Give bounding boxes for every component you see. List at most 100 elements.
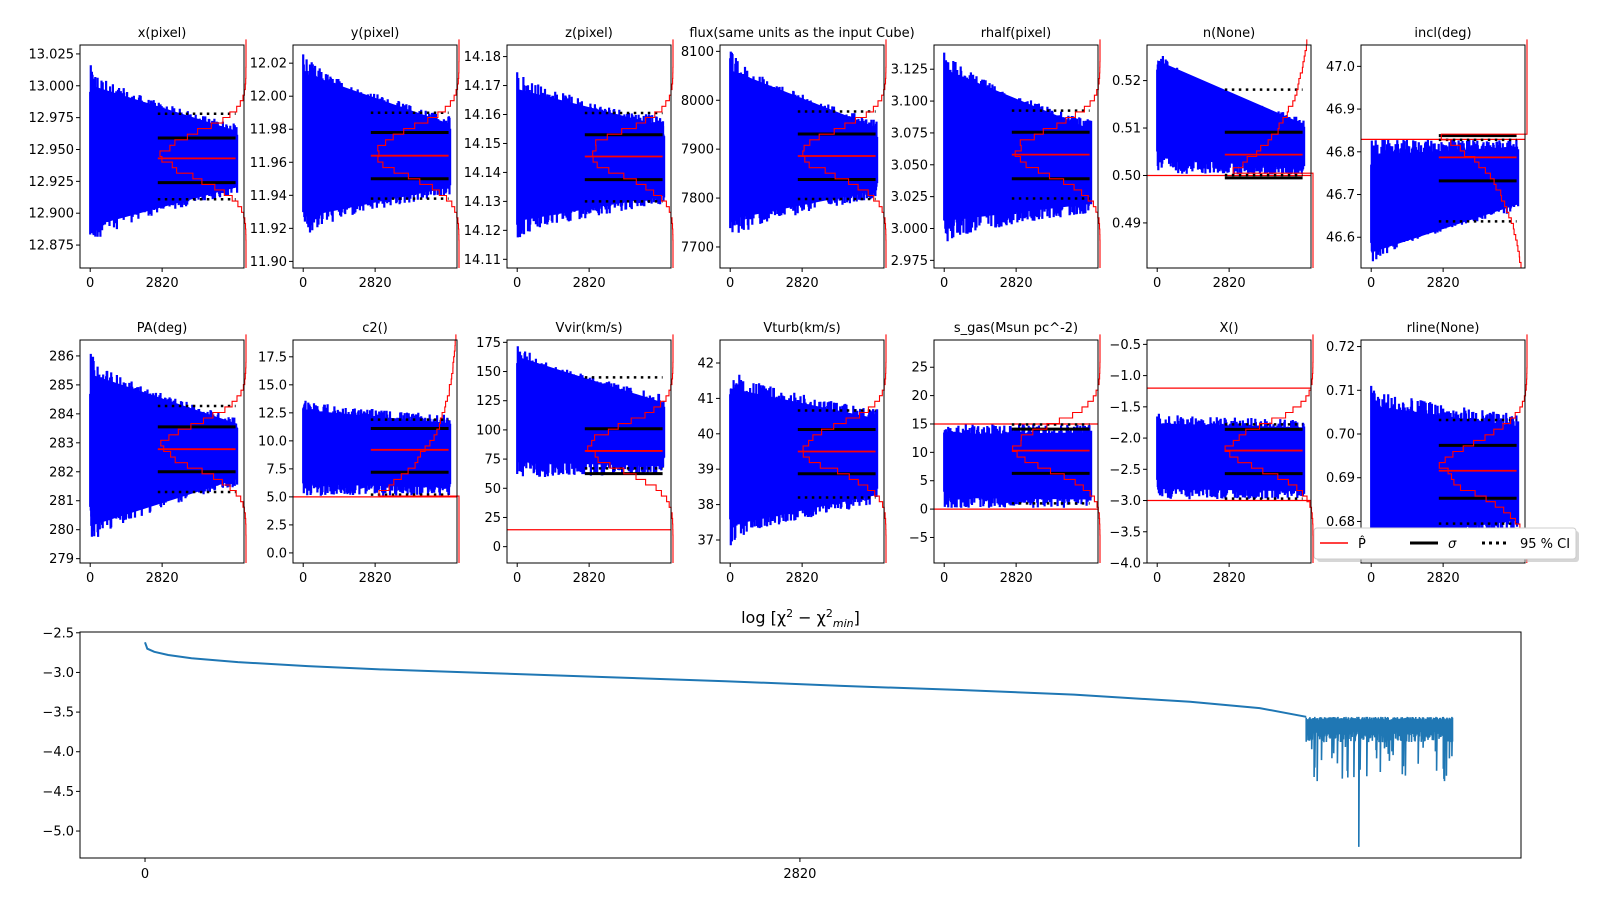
subplot-title: flux(same units as the input Cube) xyxy=(689,26,914,41)
y-tick-label: 46.7 xyxy=(1326,188,1355,203)
chi2-title-part: min xyxy=(833,617,854,630)
subplot-4: rhalf(pixel) 2.975 3.000 3.025 3.050 3.075 3.1… xyxy=(891,26,1101,291)
y-tick-label: 0.71 xyxy=(1326,384,1355,399)
y-tick-label: 14.17 xyxy=(464,79,501,94)
y-tick-label: 14.13 xyxy=(464,195,501,210)
trace-core xyxy=(517,356,665,467)
chi2-title: log [χ2 − χ2min] xyxy=(741,607,860,630)
y-tick-label: 12.950 xyxy=(29,143,75,158)
histogram-step xyxy=(592,39,674,268)
plot-area xyxy=(1361,134,1525,262)
y-tick-label: 280 xyxy=(49,523,74,538)
y-tick-label: 12.5 xyxy=(258,406,287,421)
y-tick-label: −4.5 xyxy=(42,785,74,800)
y-tick-label: 0.0 xyxy=(266,546,287,561)
x-tick-label: 2820 xyxy=(359,571,392,586)
y-tick-label: 8100 xyxy=(681,45,714,60)
y-tick-label: −5 xyxy=(909,531,928,546)
y-tick-label: 42 xyxy=(697,357,714,372)
chi2-title-part: log [χ xyxy=(741,608,786,627)
trace-core xyxy=(1371,146,1519,253)
y-tick-label: 25 xyxy=(484,511,501,526)
y-tick-label: 46.9 xyxy=(1326,103,1355,118)
subplot-7: PA(deg) 279 280 281 282 283 284 285 286 0 2820 xyxy=(49,321,247,586)
y-tick-label: 14.18 xyxy=(464,50,501,65)
plot-area xyxy=(516,72,666,238)
y-tick-label: 285 xyxy=(49,378,74,393)
plot-area xyxy=(507,346,671,531)
chi2-title-part: 2 xyxy=(826,607,833,620)
y-tick-label: 39 xyxy=(697,463,714,478)
x-tick-label: 2820 xyxy=(359,276,392,291)
y-tick-label: 0.52 xyxy=(1112,74,1141,89)
subplot-2: z(pixel) 14.11 14.12 14.13 14.14 14.15 14.16 14… xyxy=(464,26,674,291)
y-tick-label: −3.0 xyxy=(1109,494,1141,509)
y-tick-label: 47.0 xyxy=(1326,60,1355,75)
plot-area xyxy=(293,400,457,498)
subplot-9: Vvir(km/s) 0 25 50 75 100 125 150 175 0 2820 xyxy=(476,321,674,586)
plot-area xyxy=(934,423,1098,510)
subplot-title: Vvir(km/s) xyxy=(555,321,622,336)
subplot-title: x(pixel) xyxy=(138,26,187,41)
x-tick-label: 0 xyxy=(513,571,521,586)
x-tick-label: 2820 xyxy=(146,571,179,586)
x-tick-label: 0 xyxy=(299,571,307,586)
y-tick-label: 0.51 xyxy=(1112,122,1141,137)
subplot-title: rhalf(pixel) xyxy=(981,26,1051,41)
trace-core xyxy=(944,69,1092,222)
chi2-line xyxy=(144,641,1307,718)
y-tick-label: −1.0 xyxy=(1109,369,1141,384)
x-tick-label: 0 xyxy=(940,276,948,291)
subplot-3: flux(same units as the input Cube) 7700 78… xyxy=(681,26,915,291)
plot-area xyxy=(729,374,879,546)
y-tick-label: 14.15 xyxy=(464,137,501,152)
y-tick-label: 7900 xyxy=(681,143,714,158)
histogram-step xyxy=(1232,39,1314,268)
y-tick-label: −5.0 xyxy=(42,825,74,840)
x-tick-label: 2820 xyxy=(783,867,816,882)
y-tick-label: 50 xyxy=(484,482,501,497)
axes-frame xyxy=(79,631,1522,859)
subplot-1: y(pixel) 11.90 11.92 11.94 11.96 11.98 12.00 12… xyxy=(250,26,460,291)
y-tick-label: 0.50 xyxy=(1112,169,1141,184)
y-tick-label: 5 xyxy=(920,474,928,489)
y-tick-label: 0 xyxy=(493,540,501,555)
y-tick-label: 125 xyxy=(476,394,501,409)
plot-area xyxy=(1147,56,1311,180)
y-tick-label: 11.92 xyxy=(250,222,287,237)
histogram-step xyxy=(1014,39,1101,268)
y-tick-label: 284 xyxy=(49,407,74,422)
y-tick-label: 20 xyxy=(911,389,928,404)
subplot-11: s_gas(Msun pc^-2) −5 0 5 10 15 20 25 0 2820 xyxy=(909,321,1101,586)
histogram-step xyxy=(1012,334,1101,563)
y-tick-label: 11.96 xyxy=(250,156,287,171)
y-tick-label: 15.0 xyxy=(258,378,287,393)
y-tick-label: 15 xyxy=(911,417,928,432)
chi2-title-part: ] xyxy=(854,608,860,627)
legend: P̂ σ 95 % CI xyxy=(1313,527,1579,562)
y-tick-label: 41 xyxy=(697,392,714,407)
y-tick-label: 17.5 xyxy=(258,350,287,365)
histogram-step xyxy=(160,334,247,563)
y-tick-label: 100 xyxy=(476,423,501,438)
y-tick-label: 11.94 xyxy=(250,189,287,204)
y-tick-label: −4.0 xyxy=(1109,557,1141,572)
y-tick-label: 3.050 xyxy=(891,158,928,173)
y-tick-label: 12.975 xyxy=(29,111,75,126)
y-tick-label: 0.72 xyxy=(1326,340,1355,355)
subplot-title: y(pixel) xyxy=(351,26,400,41)
y-tick-label: 75 xyxy=(484,453,501,468)
x-tick-label: 0 xyxy=(726,571,734,586)
y-tick-label: 46.8 xyxy=(1326,145,1355,160)
x-tick-label: 2820 xyxy=(1427,276,1460,291)
y-tick-label: 10.0 xyxy=(258,434,287,449)
y-tick-label: −0.5 xyxy=(1109,338,1141,353)
y-tick-label: 13.025 xyxy=(29,47,75,62)
subplot-12: X() −4.0 −3.5 −3.0 −2.5 −2.0 −1.5 −1.0 −0.5 0 2820 xyxy=(1109,321,1314,586)
subplot-title: PA(deg) xyxy=(137,321,188,336)
legend-label-2: 95 % CI xyxy=(1520,537,1570,552)
y-tick-label: 0.70 xyxy=(1326,428,1355,443)
trace-core xyxy=(517,89,665,222)
x-tick-label: 0 xyxy=(1153,276,1161,291)
histogram-step xyxy=(587,334,674,563)
